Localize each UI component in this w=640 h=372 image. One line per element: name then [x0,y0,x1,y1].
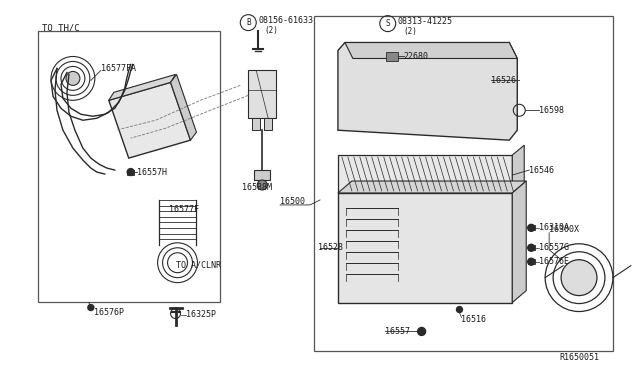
Text: 16546: 16546 [529,166,554,174]
Circle shape [127,169,134,176]
Bar [338,155,512,193]
Text: 16528: 16528 [318,243,343,252]
Text: 16300X: 16300X [549,225,579,234]
Polygon shape [109,82,191,158]
Bar [386,51,397,61]
Text: 08156-61633: 08156-61633 [258,16,313,25]
Text: (2): (2) [264,26,278,35]
Text: 16557H: 16557H [137,167,166,177]
Polygon shape [512,145,524,193]
Bar [254,170,270,180]
Polygon shape [345,42,517,58]
Text: 16576E: 16576E [539,257,569,266]
Polygon shape [338,42,517,140]
Text: 16557G: 16557G [539,243,569,252]
Circle shape [528,258,534,265]
Text: 08313-41225: 08313-41225 [397,17,452,26]
Bar [127,170,134,174]
Text: B: B [246,18,251,27]
Text: S: S [385,19,390,28]
Text: 16598: 16598 [539,106,564,115]
Text: 16325P: 16325P [186,310,216,319]
Bar [248,70,276,118]
Circle shape [66,71,80,86]
Bar [528,259,534,264]
Polygon shape [512,181,526,302]
Text: 16526: 16526 [492,76,516,85]
Text: 16576P: 16576P [94,308,124,317]
Circle shape [88,305,94,311]
Circle shape [528,244,534,251]
Polygon shape [171,74,196,140]
Text: 16577F: 16577F [168,205,198,214]
Text: 16310A: 16310A [539,223,569,232]
Bar [252,118,260,130]
Text: 22680: 22680 [404,52,429,61]
Circle shape [257,180,267,190]
Bar [264,118,272,130]
Text: 16588M: 16588M [243,183,272,192]
Circle shape [418,327,426,336]
Text: 16557: 16557 [385,327,410,336]
Bar [528,245,534,250]
Text: R1650051: R1650051 [559,353,599,362]
Bar [314,16,613,352]
Text: 16577FA: 16577FA [101,64,136,73]
Bar [338,193,512,302]
Text: 16516: 16516 [461,315,486,324]
Text: TO A/CLNR: TO A/CLNR [175,260,221,269]
Polygon shape [338,181,526,193]
Text: (2): (2) [404,27,417,36]
Polygon shape [109,74,175,100]
Bar [38,31,220,302]
Circle shape [528,224,534,231]
Bar [528,225,534,230]
Circle shape [561,260,597,296]
Text: 16500: 16500 [280,198,305,206]
Text: TO TH/C: TO TH/C [42,23,79,32]
Circle shape [456,307,463,312]
